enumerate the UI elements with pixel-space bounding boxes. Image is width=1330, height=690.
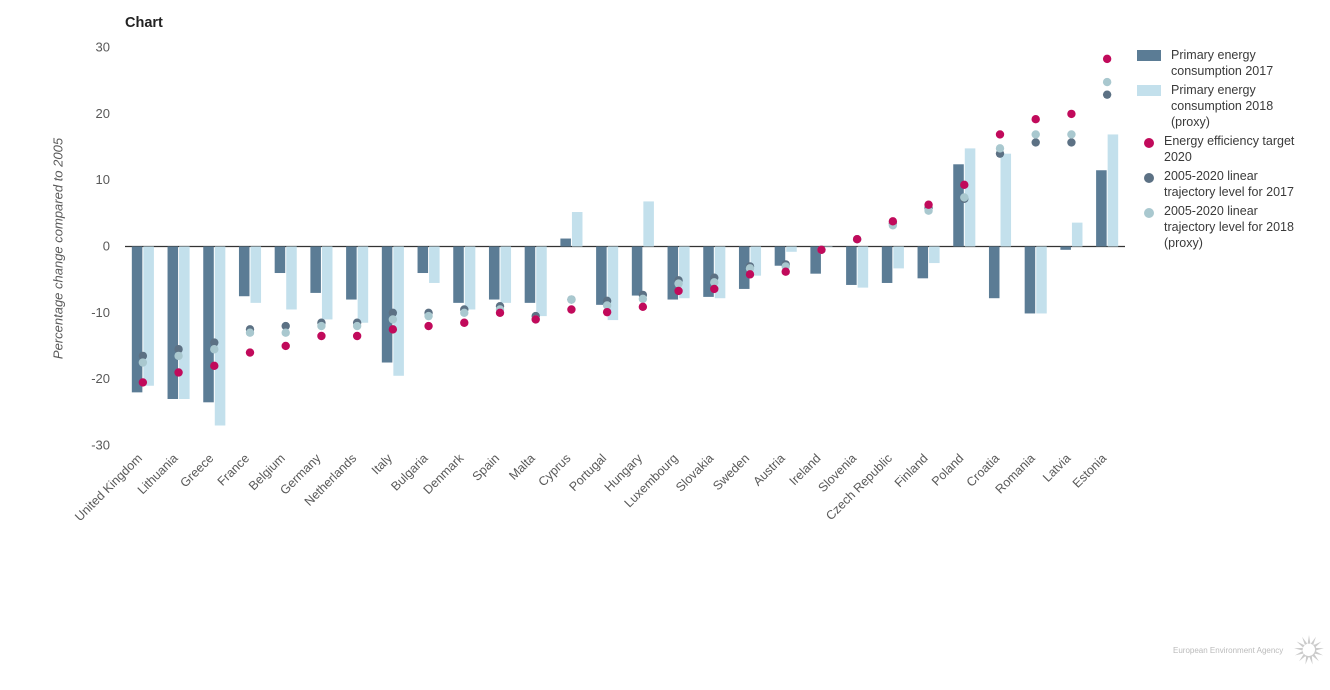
svg-text:Estonia: Estonia bbox=[1070, 451, 1109, 490]
svg-text:Sweden: Sweden bbox=[710, 451, 752, 493]
svg-text:Malta: Malta bbox=[506, 451, 538, 483]
svg-text:Greece: Greece bbox=[178, 451, 217, 490]
svg-text:Austria: Austria bbox=[750, 451, 787, 488]
svg-text:Romania: Romania bbox=[993, 451, 1038, 496]
svg-text:20: 20 bbox=[96, 106, 110, 121]
svg-text:Spain: Spain bbox=[470, 451, 503, 484]
svg-text:-30: -30 bbox=[91, 437, 110, 452]
svg-text:Portugal: Portugal bbox=[566, 451, 609, 494]
svg-text:Poland: Poland bbox=[929, 451, 966, 488]
svg-text:Italy: Italy bbox=[369, 451, 396, 478]
svg-text:Slovakia: Slovakia bbox=[673, 451, 716, 494]
svg-text:0: 0 bbox=[103, 239, 110, 254]
svg-text:-20: -20 bbox=[91, 371, 110, 386]
svg-text:Denmark: Denmark bbox=[421, 451, 467, 497]
svg-text:Finland: Finland bbox=[892, 451, 931, 490]
svg-text:Czech Republic: Czech Republic bbox=[823, 451, 895, 523]
svg-text:30: 30 bbox=[96, 40, 110, 55]
svg-text:-10: -10 bbox=[91, 305, 110, 320]
svg-text:Latvia: Latvia bbox=[1040, 451, 1074, 485]
svg-text:10: 10 bbox=[96, 172, 110, 187]
